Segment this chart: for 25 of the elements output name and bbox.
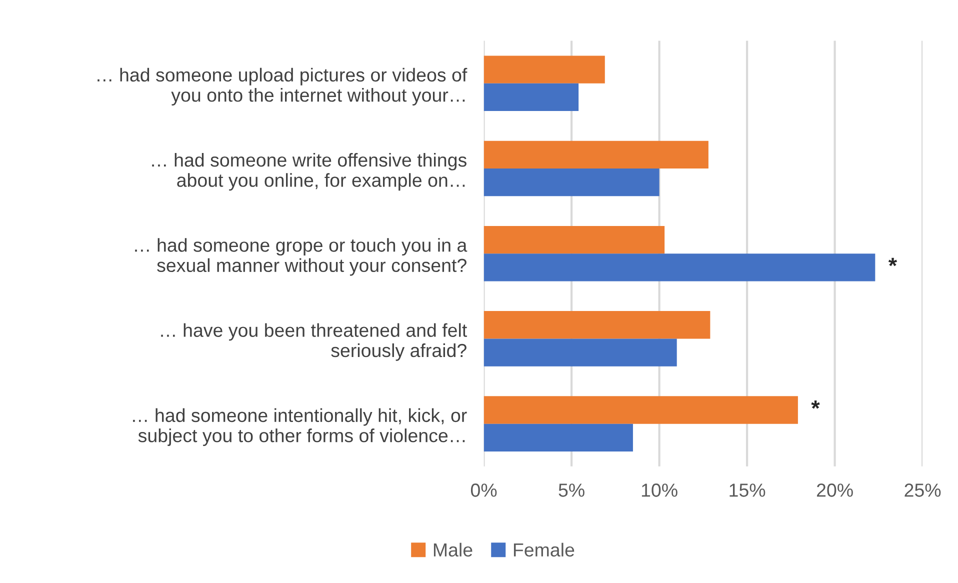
x-tick-label: 10% <box>642 484 678 497</box>
x-tick-label: 20% <box>816 484 853 497</box>
bar <box>484 338 677 366</box>
bar <box>484 396 798 424</box>
y-tick-label: … have you been threatened and felt seriously afraid? <box>161 323 468 361</box>
annotation: * <box>811 400 820 409</box>
x-tick-label: 15% <box>730 484 766 497</box>
bar <box>484 226 665 254</box>
bar <box>484 168 660 196</box>
y-tick-label: … had someone write offensive things about you online, for example on… <box>152 152 466 191</box>
y-tick-label: … had someone grope or touch you in a sexual manner without your consent? <box>135 238 468 276</box>
y-tick-label: … had someone intentionally hit, kick, or subject you to other forms of violence… <box>133 408 467 446</box>
bar <box>484 424 633 452</box>
x-tick-label: 0% <box>470 484 497 497</box>
annotation: * <box>888 258 898 266</box>
x-tick-label: 25% <box>904 484 941 497</box>
legend-label: Male <box>434 542 472 557</box>
legend-label: Female <box>514 542 574 557</box>
bar <box>484 56 605 84</box>
bar <box>484 140 708 168</box>
bar <box>484 83 579 112</box>
x-tick-label: 5% <box>558 484 584 497</box>
y-tick-label: … had someone upload pictures or videos of you onto the internet without your… <box>98 68 468 106</box>
bar <box>484 311 710 339</box>
bar <box>484 254 876 282</box>
